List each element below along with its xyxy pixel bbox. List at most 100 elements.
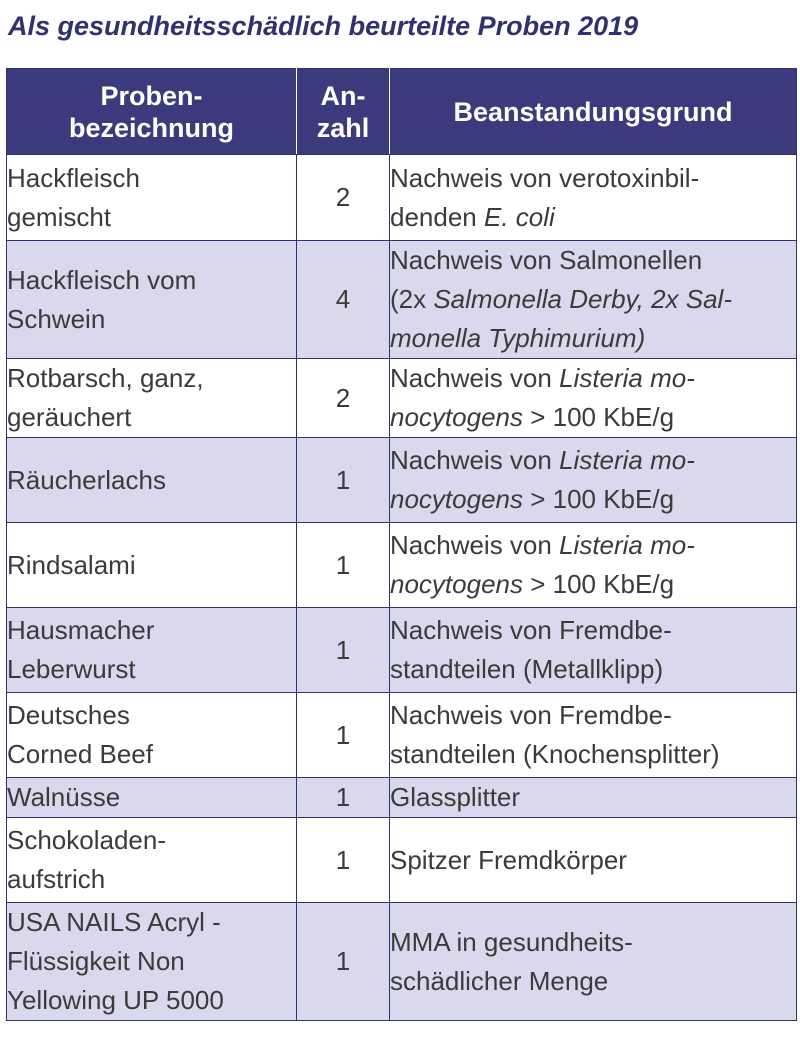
cell-sample-name: Räucherlachs [6,437,297,523]
reason-text: MMA in gesundheits- [390,926,633,957]
cell-count: 1 [296,692,390,778]
header-line: zahl [316,112,370,143]
reason-line: MMA in gesundheits- [390,923,796,962]
reason-text: Nachweis von [390,530,560,560]
reason-line: Nachweis von Salmonellen [390,241,796,280]
cell-reason: Nachweis von Fremdbe-standteilen (Metall… [389,607,797,693]
sample-name-line: aufstrich [7,864,106,894]
cell-sample-name: Hackfleisch vom Schwein [6,240,297,359]
cell-reason: Nachweis von Salmonellen (2x Salmonella D… [389,240,797,359]
reason-line: Nachweis von Listeria mo- [390,359,796,398]
reason-text: Nachweis von [390,445,560,475]
reason-line: Glassplitter [390,778,796,817]
cell-count: 1 [296,437,390,523]
reason-italic-text: monella Typhimurium) [390,323,646,353]
reason-text: Spitzer Fremdkörper [390,844,627,875]
sample-name-line: Corned Beef [7,739,153,769]
cell-count: 1 [296,902,390,1021]
reason-text: standteilen (Metallklipp) [390,654,664,684]
reason-italic-text: nocytogens [390,484,523,514]
table-body: Hackfleisch gemischt 2 Nachweis von verotox… [6,154,797,1021]
cell-sample-name: USA NAILS Acryl - Flüssigkeit Non Yellowin… [6,902,297,1021]
cell-reason: Nachweis von verotoxinbil-denden E. coli [389,154,797,241]
reason-line: nocytogens > 100 KbE/g [390,480,796,519]
table-row: Schokoladen-aufstrich 1 Spitzer Fremdkörpe… [6,817,797,903]
cell-reason: Spitzer Fremdkörper [389,817,797,903]
reason-line: denden E. coli [390,198,796,237]
sample-name-line: Hackfleisch [7,162,140,193]
reason-text: Nachweis von verotoxinbil- [390,162,700,193]
sample-name-line: Leberwurst [7,654,136,684]
cell-reason: Nachweis von Fremdbe-standteilen (Knoche… [389,692,797,778]
sample-name-line: Flüssigkeit Non [7,946,185,976]
cell-sample-name: Hausmacher Leberwurst [6,607,297,693]
cell-count: 4 [296,240,390,359]
reason-text: Nachweis von Salmonellen [390,245,703,275]
reason-line: monella Typhimurium) [390,319,796,358]
page-title: Als gesundheitsschädlich beurteilte Prob… [8,11,639,41]
reason-italic-text: E. coli [483,201,555,232]
header-line: Beanstandungsgrund [453,96,733,127]
sample-name-line: Räucherlachs [7,464,166,495]
reason-line: standteilen (Knochensplitter) [390,735,796,774]
sample-name-line: geräuchert [7,402,132,432]
cell-sample-name: Rotbarsch, ganz, geräuchert [6,358,297,438]
cell-reason: Nachweis von Listeria mo-nocytogens > 10… [389,522,797,608]
table-row: Rotbarsch, ganz, geräuchert 2 Nachweis von … [6,358,797,438]
cell-sample-name: Walnüsse [6,777,297,818]
header-reason: Beanstandungsgrund [389,68,797,155]
table-row: Hackfleisch gemischt 2 Nachweis von verotox… [6,154,797,241]
reason-text: Nachweis von [390,363,560,393]
samples-table: Proben- bezeichnung An- zahl Beanstandun… [6,68,797,1021]
header-line: An- [320,80,366,111]
cell-count: 1 [296,522,390,608]
reason-line: Nachweis von Fremdbe- [390,611,796,650]
cell-count: 1 [296,607,390,693]
cell-count: 2 [296,358,390,438]
cell-reason: Nachweis von Listeria mo-nocytogens > 10… [389,358,797,438]
reason-text: > 100 KbE/g [522,569,675,599]
reason-italic-text: Listeria mo- [559,363,695,393]
reason-text: Glassplitter [390,782,521,812]
table-row: Hausmacher Leberwurst 1 Nachweis von Fremdb… [6,607,797,693]
header-sample-name: Proben- bezeichnung [6,68,297,155]
reason-italic-text: Salmonella Derby, 2x Sal- [433,284,732,314]
reason-line: Nachweis von Fremdbe- [390,696,796,735]
reason-line: schädlicher Menge [390,962,796,1001]
reason-text: > 100 KbE/g [522,484,675,514]
sample-name-line: Hausmacher [7,615,155,645]
table-row: Hackfleisch vom Schwein 4 Nachweis von Salm… [6,240,797,359]
reason-line: nocytogens > 100 KbE/g [390,398,796,437]
table-header: Proben- bezeichnung An- zahl Beanstandun… [6,68,797,155]
sample-name-line: Hackfleisch vom [7,264,197,295]
reason-line: nocytogens > 100 KbE/g [390,565,796,604]
reason-italic-text: nocytogens [390,402,523,432]
cell-count: 1 [296,817,390,903]
header-line: Proben- [100,80,203,111]
sample-name-line: Schokoladen- [7,825,166,855]
reason-line: Spitzer Fremdkörper [390,841,796,880]
cell-sample-name: Rindsalami [6,522,297,608]
cell-count: 1 [296,777,390,818]
reason-text: denden [390,201,484,232]
reason-text: schädlicher Menge [390,965,609,996]
cell-reason: MMA in gesundheits-schädlicher Menge [389,902,797,1021]
table-row: Räucherlachs 1 Nachweis von Listeria mo-no… [6,437,797,523]
reason-italic-text: Listeria mo- [559,530,695,560]
reason-line: Nachweis von Listeria mo- [390,526,796,565]
header-line: bezeichnung [68,112,234,143]
reason-line: Nachweis von verotoxinbil- [390,159,796,198]
sample-name-line: USA NAILS Acryl - [7,907,221,937]
cell-reason: Glassplitter [389,777,797,818]
cell-reason: Nachweis von Listeria mo-nocytogens > 10… [389,437,797,523]
sample-name-line: Rindsalami [7,549,136,580]
reason-text: Nachweis von Fremdbe- [390,615,672,645]
reason-italic-text: Listeria mo- [559,445,695,475]
header-count: An- zahl [296,68,390,155]
table-row: Walnüsse 1 Glassplitter [6,777,797,818]
cell-sample-name: Schokoladen-aufstrich [6,817,297,903]
sample-name-line: Deutsches [7,700,130,730]
header-row: Proben- bezeichnung An- zahl Beanstandun… [6,68,797,155]
reason-line: Nachweis von Listeria mo- [390,441,796,480]
sample-name-line: Rotbarsch, ganz, [7,363,204,393]
